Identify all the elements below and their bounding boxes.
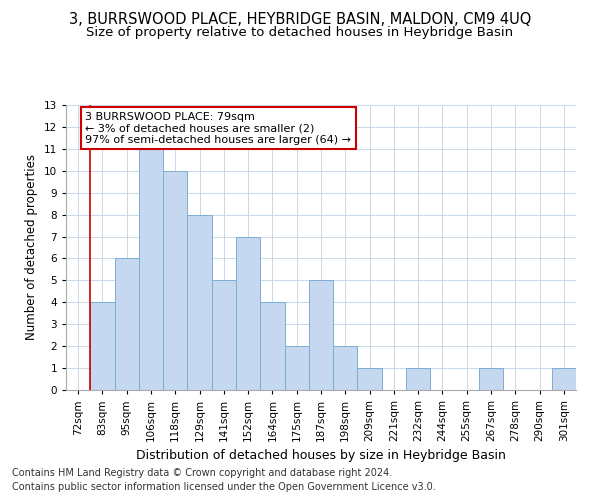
- Bar: [212, 280, 236, 390]
- Bar: [115, 258, 139, 390]
- Bar: [358, 368, 382, 390]
- Text: 3 BURRSWOOD PLACE: 79sqm
← 3% of detached houses are smaller (2)
97% of semi-det: 3 BURRSWOOD PLACE: 79sqm ← 3% of detache…: [85, 112, 352, 145]
- Bar: [90, 302, 115, 390]
- Bar: [139, 149, 163, 390]
- Y-axis label: Number of detached properties: Number of detached properties: [25, 154, 38, 340]
- Text: Contains HM Land Registry data © Crown copyright and database right 2024.: Contains HM Land Registry data © Crown c…: [12, 468, 392, 477]
- Bar: [406, 368, 430, 390]
- Bar: [163, 171, 187, 390]
- Bar: [236, 236, 260, 390]
- Bar: [333, 346, 358, 390]
- Bar: [552, 368, 576, 390]
- Text: Size of property relative to detached houses in Heybridge Basin: Size of property relative to detached ho…: [86, 26, 514, 39]
- Text: Contains public sector information licensed under the Open Government Licence v3: Contains public sector information licen…: [12, 482, 436, 492]
- Bar: [479, 368, 503, 390]
- Text: 3, BURRSWOOD PLACE, HEYBRIDGE BASIN, MALDON, CM9 4UQ: 3, BURRSWOOD PLACE, HEYBRIDGE BASIN, MAL…: [69, 12, 531, 28]
- X-axis label: Distribution of detached houses by size in Heybridge Basin: Distribution of detached houses by size …: [136, 450, 506, 462]
- Bar: [284, 346, 309, 390]
- Bar: [260, 302, 284, 390]
- Bar: [309, 280, 333, 390]
- Bar: [187, 214, 212, 390]
